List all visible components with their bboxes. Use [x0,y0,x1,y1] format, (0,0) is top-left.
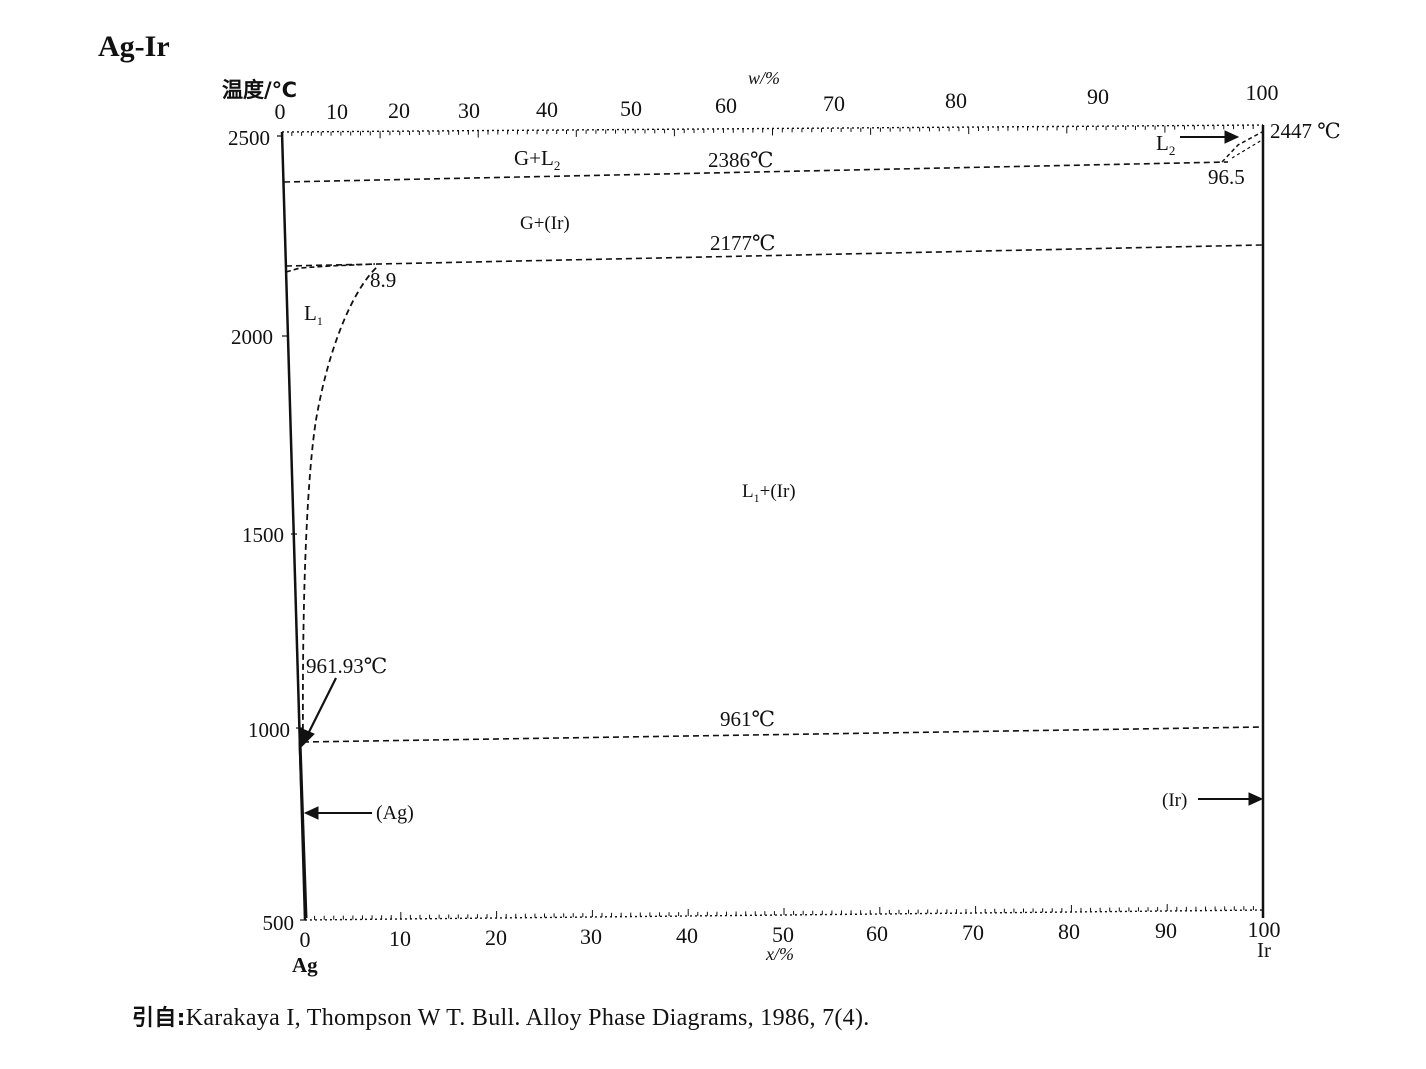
top-tick-label: 80 [945,88,967,113]
top-tick-label: 40 [536,97,558,122]
invariant-lines [283,161,1263,743]
bottom-tick-label: 50 [772,922,794,947]
ag-solvus [298,741,308,919]
right-element-label: Ir [1257,938,1271,962]
y-tick-label: 1000 [248,718,290,742]
arrow-head-ag [303,806,319,820]
top-tick-label: 90 [1087,84,1109,109]
arrow-head-ir [1248,792,1264,806]
y-tick-label: 2500 [228,126,270,150]
line-961 [302,726,1263,743]
label-961-93: 961.93℃ [306,654,387,678]
line-2386 [283,161,1229,183]
y-tick-label: 1500 [242,523,284,547]
arrows [299,130,1264,820]
y-tick-label: 500 [263,911,295,935]
bottom-tick-label: 10 [389,926,411,951]
bottom-tick-label: 20 [485,925,507,950]
label-ir-phase: (Ir) [1162,790,1187,811]
l2-boundary [1221,131,1263,163]
label-l1: L1 [304,301,323,328]
y-tick-labels: 2500 2000 1500 1000 500 [228,126,294,935]
arrow-head-961-93 [299,727,315,748]
label-l2: L2 [1156,131,1175,158]
bottom-tick-label: 70 [962,920,984,945]
bottom-tick-label: 90 [1155,918,1177,943]
bottom-tick-label: 80 [1058,919,1080,944]
label-l1-ir: L1+(Ir) [742,481,796,505]
top-tick-label: 100 [1246,80,1279,105]
diagram-title: Ag-Ir [98,30,170,63]
label-2447: 2447 ℃ [1270,119,1341,143]
top-axis-label: w/% [748,68,780,88]
label-2386: 2386℃ [708,148,774,172]
label-ag-phase: (Ag) [376,802,414,824]
top-tick-label: 70 [823,91,845,116]
bottom-tick-label: 100 [1248,917,1281,942]
top-tick-label: 60 [715,93,737,118]
y-axis-label: 温度/℃ [222,78,297,102]
top-tick-label: 0 [275,99,286,124]
bottom-tick-label: 60 [866,921,888,946]
phase-boundaries [285,131,1263,919]
citation-text: Karakaya I, Thompson W T. Bull. Alloy Ph… [185,1005,870,1031]
top-tick-label: 50 [620,96,642,121]
label-g-ir: G+(Ir) [520,213,570,234]
label-8-9: 8.9 [370,268,396,292]
top-tick-label: 30 [458,98,480,123]
bottom-tick-label: 40 [676,923,698,948]
label-2177: 2177℃ [710,231,776,255]
bottom-axis-ticks [304,903,1264,920]
label-961: 961℃ [720,707,775,731]
citation-prefix: 引自: [132,1006,186,1031]
bottom-axis-label: x/% [765,944,794,964]
label-96-5: 96.5 [1208,165,1245,189]
arrow-961-93 [305,677,337,739]
top-axis-ticks [281,125,1264,139]
region-labels: G+L2 2386℃ 2447 ℃ L2 96.5 G+(Ir) 2177℃ 8… [304,119,1341,824]
liquidus-curve-l1 [301,265,379,741]
arrow-head-l2 [1224,130,1240,144]
bottom-tick-label: 30 [580,924,602,949]
label-g-l2: G+L2 [514,146,560,173]
line-2177 [285,244,1263,267]
left-element-label: Ag [292,953,318,977]
bottom-tick-labels: 0 10 20 30 40 50 60 70 80 90 100 [300,917,1281,952]
bottom-tick-label: 0 [300,927,311,952]
top-tick-label: 10 [326,99,348,124]
l2-boundary-2 [1231,139,1263,159]
top-tick-label: 20 [388,98,410,123]
top-tick-labels: 0 10 20 30 40 50 60 70 80 90 100 [275,80,1279,124]
y-tick-label: 2000 [231,325,273,349]
l1-boundary-left [285,263,376,273]
citation: 引自:Karakaya I, Thompson W T. Bull. Alloy… [132,1000,870,1032]
